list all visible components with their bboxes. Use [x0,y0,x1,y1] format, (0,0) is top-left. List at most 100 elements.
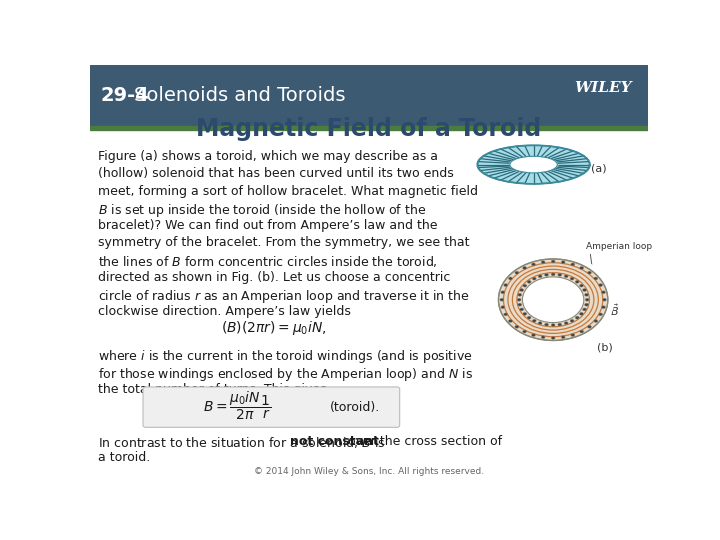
Text: Solenoids and Toroids: Solenoids and Toroids [133,86,345,105]
Circle shape [532,319,536,322]
Ellipse shape [510,156,557,173]
Circle shape [588,325,591,328]
Circle shape [570,277,574,280]
Circle shape [544,323,549,326]
Circle shape [571,334,575,336]
Circle shape [580,266,584,269]
Circle shape [538,322,542,325]
Circle shape [594,320,598,322]
Circle shape [520,308,523,311]
Text: circle of radius $r$ as an Amperian loop and traverse it in the: circle of radius $r$ as an Amperian loop… [99,288,469,305]
Circle shape [561,336,565,339]
Circle shape [580,312,583,315]
Circle shape [498,259,608,341]
Text: $r$: $r$ [569,298,576,308]
Circle shape [580,284,583,287]
Circle shape [523,266,526,269]
Circle shape [515,325,519,328]
Circle shape [561,261,565,264]
Circle shape [575,316,579,319]
Text: $\vec{B}$: $\vec{B}$ [610,302,619,318]
Circle shape [552,260,555,263]
Circle shape [601,291,606,294]
Ellipse shape [478,145,590,184]
Text: directed as shown in Fig. (b). Let us choose a concentric: directed as shown in Fig. (b). Let us ch… [99,271,451,284]
Circle shape [531,334,536,336]
Text: not constant: not constant [289,435,379,448]
Circle shape [492,254,615,346]
Circle shape [558,323,562,326]
Text: Amperian loop: Amperian loop [585,242,652,252]
Circle shape [501,306,505,309]
Circle shape [552,273,555,276]
Circle shape [598,284,603,287]
Text: a toroid.: a toroid. [99,451,150,464]
Circle shape [571,263,575,266]
Text: In contrast to the situation for a solenoid, $B$ is: In contrast to the situation for a solen… [99,435,387,450]
Circle shape [508,320,513,322]
Text: (hollow) solenoid that has been curved until its two ends: (hollow) solenoid that has been curved u… [99,167,454,180]
Circle shape [582,288,587,292]
Text: (b): (b) [597,343,613,353]
Circle shape [541,261,545,264]
Text: for those windings enclosed by the Amperian loop) and $N$ is: for those windings enclosed by the Amper… [99,366,473,383]
Circle shape [523,284,527,287]
Circle shape [544,273,549,276]
Text: (a): (a) [591,164,607,174]
Text: the lines of $B$ form concentric circles inside the toroid,: the lines of $B$ form concentric circles… [99,254,438,268]
Bar [90,65,648,126]
Circle shape [504,284,508,287]
Text: the total number of turns. This gives: the total number of turns. This gives [99,383,327,396]
Circle shape [523,330,526,333]
Circle shape [558,273,562,276]
Circle shape [585,303,588,306]
Circle shape [500,298,504,301]
Circle shape [538,275,542,278]
Text: (toroid).: (toroid). [330,401,380,414]
Circle shape [603,298,606,301]
Circle shape [575,280,579,284]
Text: meet, forming a sort of hollow bracelet. What magnetic field: meet, forming a sort of hollow bracelet.… [99,185,478,198]
Circle shape [520,288,523,292]
Text: 29-4: 29-4 [100,86,149,105]
Circle shape [541,336,545,339]
Circle shape [552,323,555,327]
Text: over the cross section of: over the cross section of [348,435,503,448]
Text: Magnetic Field of a Toroid: Magnetic Field of a Toroid [197,117,541,141]
Text: $(B)(2\pi r) = \mu_0 iN,$: $(B)(2\pi r) = \mu_0 iN,$ [221,319,327,338]
Circle shape [523,277,584,322]
Circle shape [594,277,598,280]
Circle shape [580,330,584,333]
Circle shape [518,303,522,306]
Text: Figure (a) shows a toroid, which we may describe as a: Figure (a) shows a toroid, which we may … [99,150,438,163]
Circle shape [564,322,568,325]
Circle shape [532,277,536,280]
Circle shape [601,306,606,309]
Text: © 2014 John Wiley & Sons, Inc. All rights reserved.: © 2014 John Wiley & Sons, Inc. All right… [254,467,484,476]
Text: $B$ is set up inside the toroid (inside the hollow of the: $B$ is set up inside the toroid (inside … [99,202,427,219]
Circle shape [531,263,536,266]
Circle shape [518,293,522,296]
Circle shape [527,280,531,284]
Circle shape [598,313,603,316]
Text: clockwise direction. Ampere’s law yields: clockwise direction. Ampere’s law yields [99,305,351,319]
Circle shape [564,275,568,278]
Bar [90,126,648,131]
Circle shape [552,336,555,340]
Circle shape [515,271,519,274]
Circle shape [588,271,591,274]
Circle shape [517,298,521,301]
Text: $B = \dfrac{\mu_0 iN}{2\pi} \dfrac{1}{r}$: $B = \dfrac{\mu_0 iN}{2\pi} \dfrac{1}{r}… [204,389,272,422]
Text: where $i$ is the current in the toroid windings (and is positive: where $i$ is the current in the toroid w… [99,348,473,366]
Circle shape [501,291,505,294]
Text: WILEY: WILEY [574,81,631,95]
Circle shape [570,319,574,322]
FancyBboxPatch shape [143,387,400,427]
Text: symmetry of the bracelet. From the symmetry, we see that: symmetry of the bracelet. From the symme… [99,237,470,249]
Circle shape [523,312,527,315]
Text: bracelet)? We can find out from Ampere’s law and the: bracelet)? We can find out from Ampere’s… [99,219,438,232]
Circle shape [582,308,587,311]
Circle shape [585,298,589,301]
Circle shape [585,293,588,296]
Circle shape [508,277,513,280]
